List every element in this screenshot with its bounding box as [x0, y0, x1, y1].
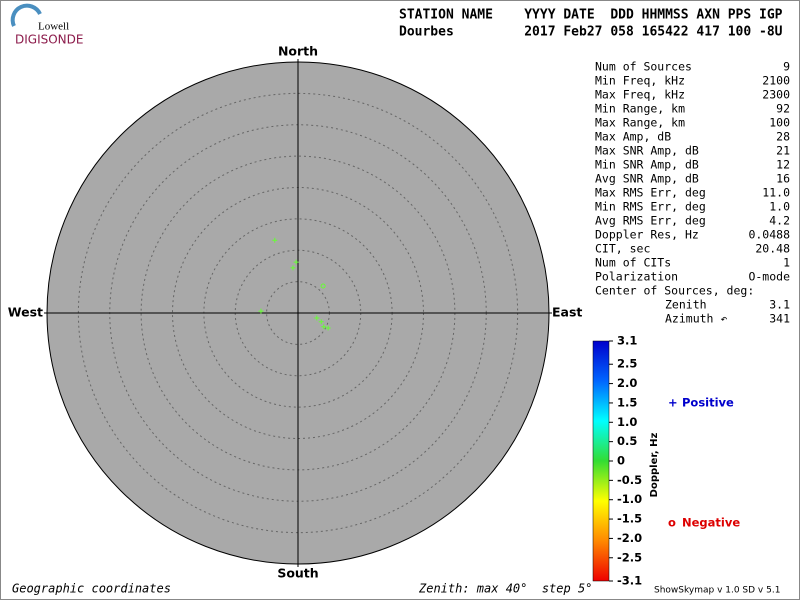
stat-value: 9 — [783, 60, 790, 74]
footer-left: Geographic coordinates — [12, 582, 171, 596]
stat-label: Doppler Res, Hz — [595, 228, 699, 242]
stat-value: 92 — [776, 102, 790, 116]
stat-value: 11.0 — [762, 186, 790, 200]
stat-label: Zenith — [665, 298, 707, 312]
stat-label: Max RMS Err, deg — [595, 186, 706, 200]
legend-symbol: o — [668, 516, 676, 530]
colorbar-tick-label: 1.5 — [617, 395, 637, 409]
stat-value: 12 — [776, 158, 790, 172]
dir-north: North — [278, 44, 318, 59]
colorbar-tick-label: 1.0 — [617, 415, 637, 429]
colorbar-tick-label: -0.5 — [617, 473, 642, 487]
colorbar-label: Doppler, Hz — [649, 433, 660, 498]
colorbar-tick-label: -1.0 — [617, 492, 642, 506]
stat-value: 100 — [769, 116, 790, 130]
logo-top: Lowell — [38, 21, 69, 33]
stat-value: 1 — [783, 256, 790, 270]
dir-south: South — [277, 566, 318, 581]
stat-value: 2100 — [762, 74, 790, 88]
logo-bottom: DIGISONDE — [15, 33, 83, 47]
header-values: Dourbes 2017 Feb27 058 165422 417 100 -8… — [399, 25, 783, 40]
source-point — [321, 324, 327, 330]
dir-west: West — [8, 305, 43, 320]
stat-label: Max Amp, dB — [595, 130, 671, 144]
source-point — [258, 308, 264, 314]
legend-label: Positive — [682, 396, 734, 410]
stat-value: 21 — [776, 144, 790, 158]
stat-value: O-mode — [748, 270, 790, 284]
stat-label: Max Range, km — [595, 116, 685, 130]
footer-right: ShowSkymap v 1.0 SD v 5.1 — [654, 586, 780, 596]
colorbar-tick-label: 2.5 — [617, 357, 637, 371]
header-labels: STATION NAME YYYY DATE DDD HHMMSS AXN PP… — [399, 8, 783, 23]
stat-value: 28 — [776, 130, 790, 144]
stat-label: Polarization — [595, 270, 678, 284]
colorbar-tick-label: -2.0 — [617, 531, 642, 545]
stat-label: Center of Sources, deg: — [595, 284, 754, 298]
stat-value: 341 — [769, 312, 790, 326]
stat-value: 3.1 — [769, 298, 790, 312]
colorbar-tick-label: 2.0 — [617, 376, 637, 390]
stat-value: 20.48 — [755, 242, 790, 256]
colorbar-tick-label: -1.5 — [617, 512, 642, 526]
source-point — [293, 259, 299, 265]
stat-label: Min SNR Amp, dB — [595, 158, 699, 172]
stat-label: Azimuth ↶ — [665, 312, 727, 326]
source-point — [314, 315, 320, 321]
colorbar-tick-label: 0 — [617, 454, 625, 468]
stat-label: Avg RMS Err, deg — [595, 214, 706, 228]
stat-label: Num of CITs — [595, 256, 671, 270]
stat-value: 2300 — [762, 88, 790, 102]
stat-value: 1.0 — [769, 200, 790, 214]
logo-swoosh — [10, 3, 42, 27]
stat-label: Min Range, km — [595, 102, 685, 116]
source-point — [325, 325, 331, 331]
stat-label: Min RMS Err, deg — [595, 200, 706, 214]
colorbar-tick-label: 3.1 — [617, 334, 637, 348]
stat-value: 4.2 — [769, 214, 790, 228]
colorbar — [592, 340, 610, 582]
stat-value: 16 — [776, 172, 790, 186]
legend-symbol: + — [668, 396, 678, 410]
source-point — [272, 237, 278, 243]
source-point — [318, 319, 324, 325]
source-point — [290, 265, 296, 271]
colorbar-tick-label: -3.1 — [617, 574, 642, 588]
stat-label: CIT, sec — [595, 242, 650, 256]
colorbar-tick-label: 0.5 — [617, 434, 637, 448]
dir-east: East — [552, 305, 582, 320]
stat-label: Num of Sources — [595, 60, 692, 74]
stat-label: Max SNR Amp, dB — [595, 144, 699, 158]
source-point — [320, 283, 326, 289]
stat-label: Min Freq, kHz — [595, 74, 685, 88]
footer-middle: Zenith: max 40° step 5° — [418, 582, 592, 596]
colorbar-tick-label: -2.5 — [617, 550, 642, 564]
stat-value: 0.0488 — [748, 228, 790, 242]
stat-label: Avg SNR Amp, dB — [595, 172, 699, 186]
stat-label: Max Freq, kHz — [595, 88, 685, 102]
legend-label: Negative — [682, 516, 740, 530]
